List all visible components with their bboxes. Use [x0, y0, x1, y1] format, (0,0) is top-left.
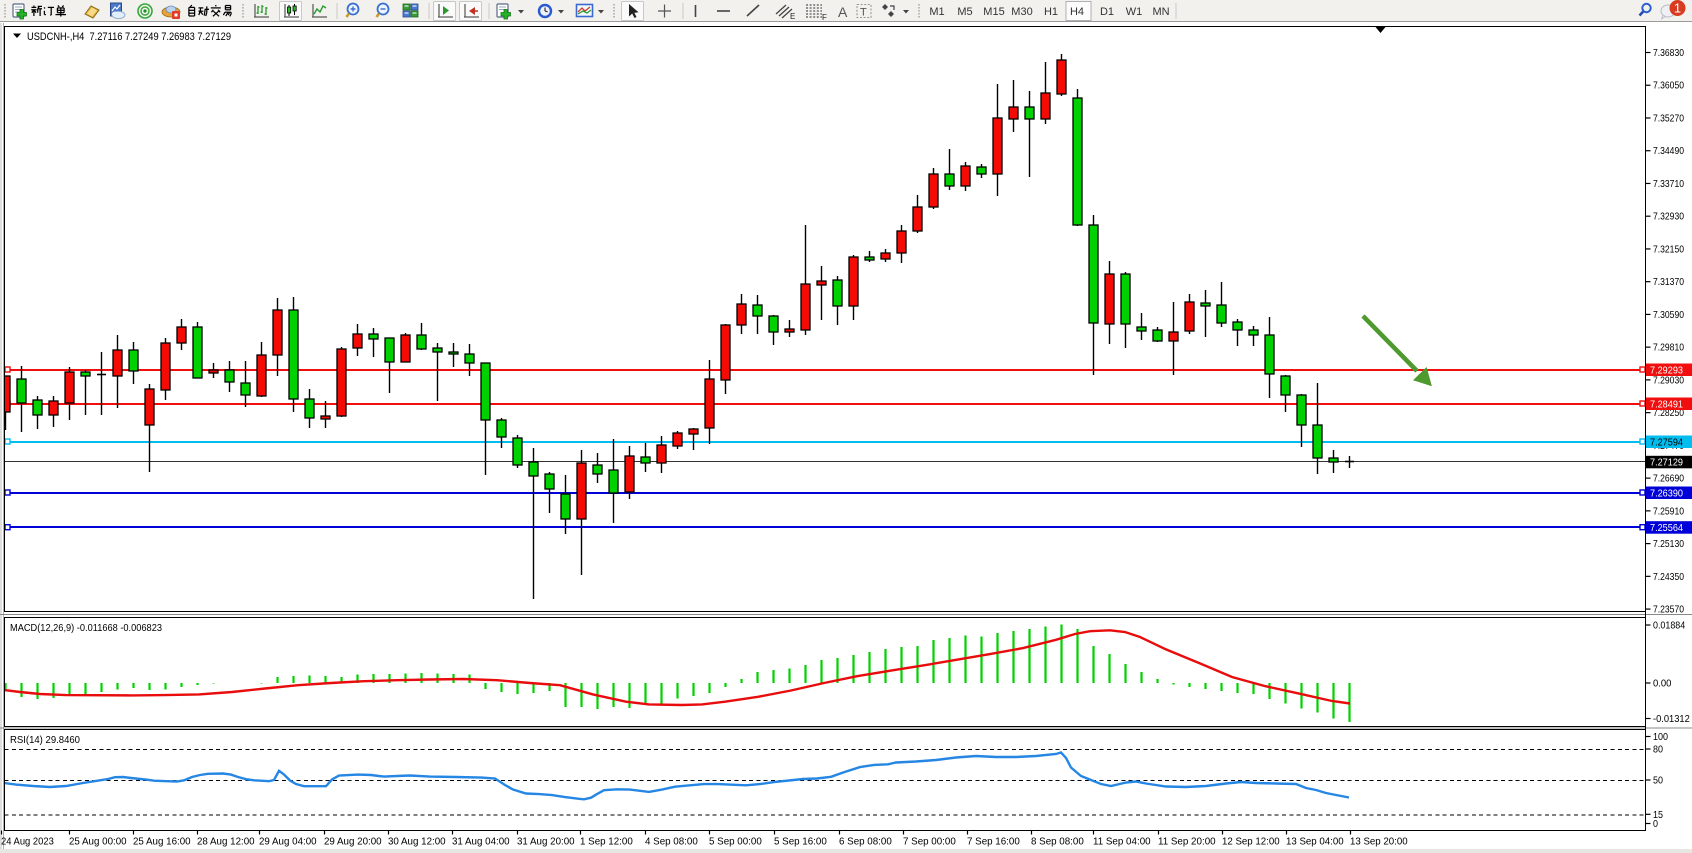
svg-text:11 Sep 20:00: 11 Sep 20:00 [1158, 836, 1216, 848]
svg-text:13 Sep 20:00: 13 Sep 20:00 [1350, 836, 1408, 848]
svg-text:7.30590: 7.30590 [1653, 309, 1684, 321]
svg-text:7.26690: 7.26690 [1653, 473, 1684, 485]
svg-text:7.34490: 7.34490 [1653, 145, 1684, 157]
svg-text:29 Aug 04:00: 29 Aug 04:00 [259, 836, 317, 848]
svg-text:0.00: 0.00 [1653, 678, 1672, 690]
svg-text:7.31370: 7.31370 [1653, 276, 1684, 288]
svg-text:T: T [860, 7, 867, 19]
svg-text:7 Sep 00:00: 7 Sep 00:00 [903, 836, 956, 848]
svg-text:13 Sep 04:00: 13 Sep 04:00 [1286, 836, 1344, 848]
svg-text:M30: M30 [1011, 6, 1032, 18]
svg-text:7.33710: 7.33710 [1653, 178, 1684, 190]
svg-text:1 Sep 12:00: 1 Sep 12:00 [580, 836, 633, 848]
svg-text:M15: M15 [983, 6, 1004, 18]
svg-text:5 Sep 00:00: 5 Sep 00:00 [709, 836, 762, 848]
svg-text:USDCNH-,H4 7.27116 7.27249 7.: USDCNH-,H4 7.27116 7.27249 7.26983 7.271… [27, 31, 231, 43]
svg-text:11 Sep 04:00: 11 Sep 04:00 [1093, 836, 1151, 848]
svg-text:7.26390: 7.26390 [1650, 487, 1683, 499]
svg-text:D1: D1 [1100, 6, 1114, 18]
svg-text:7.27129: 7.27129 [1650, 457, 1683, 469]
svg-text:7.28491: 7.28491 [1650, 398, 1683, 410]
svg-text:31 Aug 04:00: 31 Aug 04:00 [452, 836, 510, 848]
svg-text:25 Aug 00:00: 25 Aug 00:00 [69, 836, 127, 848]
svg-text:-0.01312: -0.01312 [1653, 713, 1690, 725]
svg-text:7 Sep 16:00: 7 Sep 16:00 [967, 836, 1020, 848]
svg-text:0.01884: 0.01884 [1653, 620, 1685, 632]
svg-text:MACD(12,26,9) -0.011668 -0.006: MACD(12,26,9) -0.011668 -0.006823 [10, 622, 162, 634]
svg-text:29 Aug 20:00: 29 Aug 20:00 [324, 836, 382, 848]
svg-text:7.27594: 7.27594 [1650, 436, 1683, 448]
svg-text:30 Aug 12:00: 30 Aug 12:00 [388, 836, 446, 848]
svg-text:7.36050: 7.36050 [1653, 80, 1684, 92]
svg-text:7.36830: 7.36830 [1653, 47, 1684, 59]
svg-text:4 Sep 08:00: 4 Sep 08:00 [645, 836, 698, 848]
svg-text:1: 1 [1674, 1, 1681, 16]
svg-text:W1: W1 [1126, 6, 1143, 18]
svg-text:7.35270: 7.35270 [1653, 112, 1684, 124]
svg-text:7.25910: 7.25910 [1653, 505, 1684, 517]
svg-text:7.29810: 7.29810 [1653, 342, 1684, 354]
svg-text:7.23570: 7.23570 [1653, 604, 1684, 616]
svg-text:7.25130: 7.25130 [1653, 538, 1684, 550]
svg-text:24 Aug 2023: 24 Aug 2023 [1, 836, 54, 848]
svg-text:7.29030: 7.29030 [1653, 374, 1684, 386]
svg-text:15: 15 [1653, 809, 1663, 821]
svg-text:25 Aug 16:00: 25 Aug 16:00 [133, 836, 191, 848]
svg-text:A: A [838, 4, 848, 20]
svg-text:MN: MN [1152, 6, 1169, 18]
svg-text:31 Aug 20:00: 31 Aug 20:00 [517, 836, 575, 848]
svg-text:7.28250: 7.28250 [1653, 407, 1684, 419]
svg-text:100: 100 [1653, 731, 1668, 743]
svg-text:0: 0 [1653, 818, 1658, 830]
svg-text:6 Sep 08:00: 6 Sep 08:00 [839, 836, 892, 848]
svg-text:7.25564: 7.25564 [1650, 522, 1683, 534]
svg-text:12 Sep 12:00: 12 Sep 12:00 [1222, 836, 1280, 848]
svg-text:H1: H1 [1044, 6, 1058, 18]
svg-text:50: 50 [1653, 775, 1663, 787]
svg-text:5 Sep 16:00: 5 Sep 16:00 [774, 836, 827, 848]
svg-text:8 Sep 08:00: 8 Sep 08:00 [1031, 836, 1084, 848]
svg-text:7.24350: 7.24350 [1653, 571, 1684, 583]
svg-text:E: E [790, 12, 795, 21]
svg-text:F: F [822, 13, 827, 22]
svg-text:28 Aug 12:00: 28 Aug 12:00 [197, 836, 255, 848]
svg-text:7.32930: 7.32930 [1653, 211, 1684, 223]
svg-text:H4: H4 [1070, 6, 1084, 18]
svg-text:80: 80 [1653, 744, 1663, 756]
svg-text:M1: M1 [929, 6, 944, 18]
svg-text:M5: M5 [957, 6, 972, 18]
svg-text:RSI(14) 29.8460: RSI(14) 29.8460 [10, 734, 80, 746]
svg-text:7.32150: 7.32150 [1653, 243, 1684, 255]
svg-text:7.29293: 7.29293 [1650, 364, 1683, 376]
